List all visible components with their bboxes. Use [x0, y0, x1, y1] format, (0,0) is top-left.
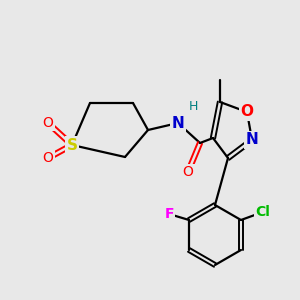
Text: F: F [164, 207, 174, 221]
Text: S: S [67, 137, 77, 152]
Text: H: H [188, 100, 198, 113]
Text: Cl: Cl [256, 205, 270, 219]
Text: O: O [43, 116, 53, 130]
Text: O: O [43, 151, 53, 165]
Text: N: N [172, 116, 184, 130]
Text: N: N [246, 133, 258, 148]
Text: O: O [183, 165, 194, 179]
Text: O: O [241, 104, 254, 119]
